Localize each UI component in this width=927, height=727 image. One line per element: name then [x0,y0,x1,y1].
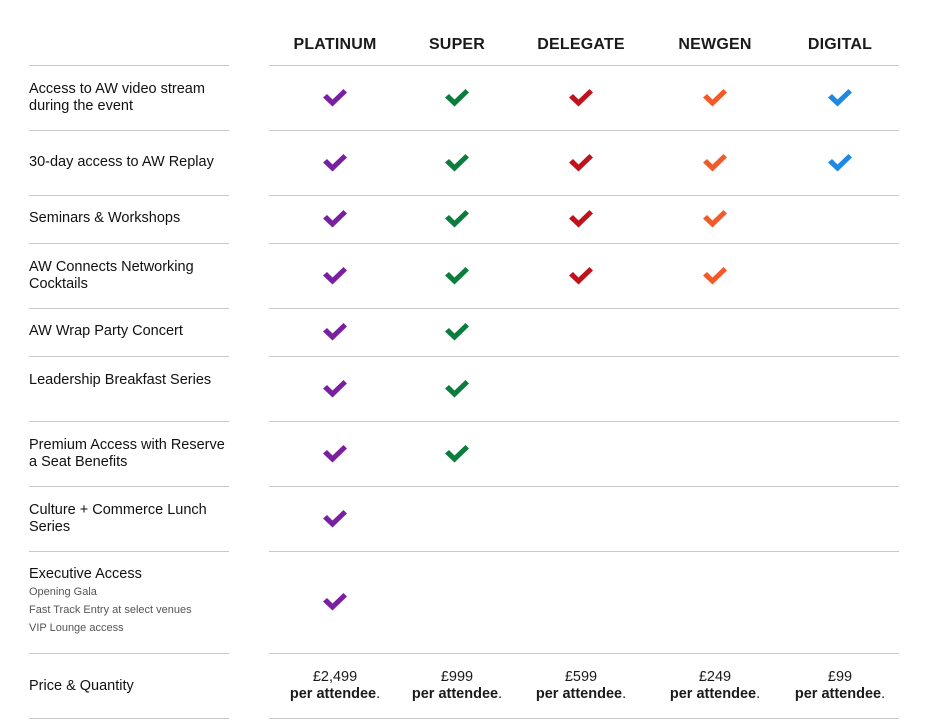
price-delegate: £599 per attendee. [516,669,646,703]
price-period: . [376,686,381,702]
row-divider [269,421,899,422]
price-suffix: per attendee [289,686,377,702]
tier-header-digital: DIGITAL [807,36,873,53]
checkmark-icon [322,379,348,399]
checkmark-icon [322,592,348,612]
row-divider [29,421,229,422]
row-divider [29,243,229,244]
price-period: . [622,686,627,702]
feature-label: Premium Access with Reserve a Seat Benef… [29,437,229,471]
row-divider [269,486,899,487]
row-divider [29,486,229,487]
feature-name: Seminars & Workshops [29,210,181,226]
feature-label: Executive Access Opening Gala Fast Track E… [29,566,229,637]
feature-name: AW Wrap Party Concert [29,323,183,339]
feature-label: Access to AW video stream during the eve… [29,81,229,115]
checkmark-icon [702,266,728,286]
checkmark-icon [568,153,594,173]
tier-header-delegate: DELEGATE [537,36,625,53]
price-platinum: £2,499 per attendee. [270,669,400,703]
checkmark-icon [568,88,594,108]
price-period: . [498,686,503,702]
checkmark-icon [444,444,470,464]
checkmark-icon [568,209,594,229]
checkmark-icon [568,266,594,286]
price-value: £2,499 [312,669,358,685]
row-divider [29,356,229,357]
price-value: £99 [827,669,853,685]
price-suffix: per attendee [411,686,499,702]
checkmark-icon [322,509,348,529]
feature-name: AW Connects Networking Cocktails [29,258,194,292]
feature-name: Access to AW video stream during the eve… [29,80,205,114]
feature-label: Leadership Breakfast Series [29,372,229,389]
feature-label: Seminars & Workshops [29,210,229,227]
row-divider [29,130,229,131]
feature-label: 30-day access to AW Replay [29,154,229,171]
checkmark-icon [702,209,728,229]
feature-sub-item: VIP Lounge access [29,622,124,634]
row-divider [269,195,899,196]
row-divider [29,551,229,552]
row-divider [269,718,899,719]
row-divider [269,356,899,357]
tier-header-super: SUPER [428,36,486,53]
checkmark-icon [444,209,470,229]
checkmark-icon [322,444,348,464]
price-value: £999 [440,669,474,685]
row-divider [269,551,899,552]
checkmark-icon [322,88,348,108]
price-suffix: per attendee [535,686,623,702]
checkmark-icon [827,88,853,108]
checkmark-icon [322,266,348,286]
row-divider [269,243,899,244]
tier-header-platinum: PLATINUM [293,36,377,53]
checkmark-icon [322,322,348,342]
price-super: £999 per attendee. [392,669,522,703]
checkmark-icon [444,379,470,399]
price-suffix: per attendee [669,686,757,702]
feature-name: Executive Access [29,566,142,582]
checkmark-icon [702,153,728,173]
feature-name: Premium Access with Reserve a Seat Benef… [29,436,225,470]
checkmark-icon [827,153,853,173]
row-divider [269,653,899,654]
feature-name: Culture + Commerce Lunch Series [29,501,207,535]
checkmark-icon [702,88,728,108]
price-newgen: £249 per attendee. [650,669,780,703]
row-divider [29,653,229,654]
feature-sub-item: Opening Gala [29,586,97,598]
feature-name: Leadership Breakfast Series [29,371,212,388]
row-divider [29,195,229,196]
checkmark-icon [322,153,348,173]
row-divider [269,65,899,66]
feature-label: AW Wrap Party Concert [29,323,229,340]
row-divider [269,130,899,131]
price-row-label: Price & Quantity [29,678,134,694]
checkmark-icon [444,322,470,342]
row-divider [29,65,229,66]
checkmark-icon [322,209,348,229]
price-period: . [756,686,761,702]
price-digital: £99 per attendee. [775,669,905,703]
checkmark-icon [444,88,470,108]
price-suffix: per attendee [794,686,882,702]
price-value: £249 [698,669,732,685]
price-value: £599 [564,669,598,685]
feature-label: Culture + Commerce Lunch Series [29,502,229,536]
row-divider [29,718,229,719]
feature-label: AW Connects Networking Cocktails [29,259,229,293]
feature-name: 30-day access to AW Replay [29,153,214,170]
checkmark-icon [444,266,470,286]
feature-sub-item: Fast Track Entry at select venues [29,604,192,616]
tier-header-newgen: NEWGEN [678,36,752,53]
row-divider [29,308,229,309]
price-period: . [881,686,886,702]
checkmark-icon [444,153,470,173]
row-divider [269,308,899,309]
